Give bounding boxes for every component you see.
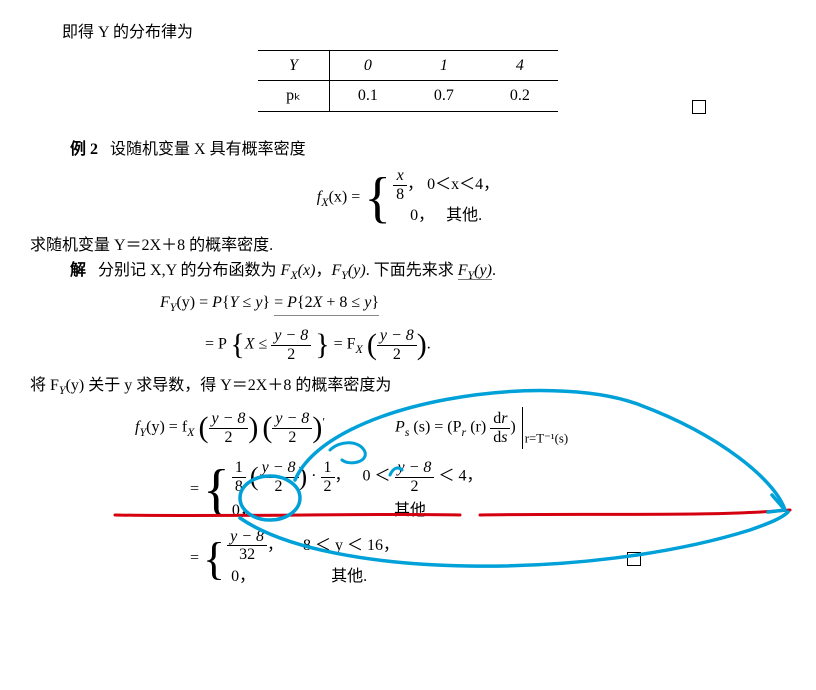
qed-box-icon [692, 100, 706, 114]
math-text: = F [334, 336, 356, 353]
case-cond: ， 0＜x＜4， [407, 176, 499, 193]
frac-den: 2 [271, 346, 311, 364]
frac-den: 8 [393, 186, 407, 204]
case-val: 0， [410, 207, 434, 224]
fy-expression: fY(y) = fX (y − 82) (y − 82)′ [135, 404, 325, 452]
solution-text: 分别记 X,Y 的分布函数为 [98, 262, 281, 279]
page-content: 即得 Y 的分布律为 Y 0 1 4 pₖ 0.1 0.7 0.2 例 2 设随… [30, 20, 786, 589]
comma: ， [315, 262, 331, 279]
solution-line: 解 分别记 X,Y 的分布函数为 FX(x)，FY(y). 下面先来求 FY(y… [30, 258, 786, 285]
math-text: = P [205, 336, 226, 353]
frac-num: y − 8 [272, 410, 312, 429]
case-val: 0， [232, 502, 256, 519]
frac-den: 32 [227, 546, 267, 564]
case-cond: 其他. [446, 207, 482, 224]
frac-num: y − 8 [209, 410, 249, 429]
math-text: = [190, 549, 199, 566]
math-text: (y) = P{Y ≤ y} = P{2X + 8 ≤ y} [176, 294, 379, 311]
math-text: X ≤ [245, 336, 272, 353]
math-text: (y) [348, 262, 366, 279]
problem-text: 求随机变量 Y＝2X＋8 的概率密度. [30, 233, 786, 259]
case-cond: 其他. [331, 568, 367, 585]
cases-brace: { x8， 0＜x＜4， 0， 其他. [364, 167, 499, 229]
math-text: · [307, 468, 320, 485]
solution-label: 解 [70, 262, 86, 279]
period: . [427, 336, 431, 353]
frac-num: y − 8 [271, 327, 311, 346]
example-line: 例 2 设随机变量 X 具有概率密度 [30, 137, 786, 163]
eval-sub: r=T⁻¹(s) [525, 432, 568, 446]
side-formula: Ps (s) = (Pr (r) drds) r=T⁻¹(s) [395, 407, 568, 449]
qed-box-icon [627, 552, 641, 566]
math-sub: Y [59, 383, 66, 397]
period: . [492, 262, 496, 279]
math-sub: Y [341, 269, 348, 283]
transform-line: 将 FY(y) 关于 y 求导数，得 Y＝2X＋8 的概率密度为 [30, 373, 786, 400]
frac-num: x [393, 167, 407, 186]
frac-num: 1 [232, 459, 246, 478]
frac-den: 2 [259, 478, 299, 496]
frac-den: 2 [395, 478, 435, 496]
frac-den: 2 [272, 429, 312, 447]
table-header: 1 [406, 50, 482, 81]
prime: ′ [322, 415, 325, 429]
math-text: P [395, 419, 405, 436]
math-sub: X [321, 195, 328, 209]
case-cond: 其他 [394, 502, 426, 519]
cond: ＜ 4， [434, 468, 482, 485]
math-sub: X [356, 342, 363, 356]
math-text: = [190, 481, 199, 498]
result-1: = { 18 (y − 82) · 12， 0 ＜ y − 82 ＜ 4， 0，… [30, 456, 786, 523]
result-2: = { y − 832， 8 ＜ y ＜ 16， 0， 其他. [30, 528, 786, 590]
table-row: Y 0 1 4 [258, 50, 558, 81]
math-text: (x) [298, 262, 316, 279]
table-header: Y [258, 50, 329, 81]
math-text: (r) [466, 419, 490, 436]
frac-num: y − 8 [377, 327, 417, 346]
derivation-2: = P {X ≤ y − 82 } = FX (y − 82). [30, 321, 786, 369]
frac-num: y − 8 [227, 528, 267, 547]
example-text: 设随机变量 X 具有概率密度 [110, 141, 306, 158]
solution-text: . 下面先来求 [366, 262, 458, 279]
text: 将 F [30, 377, 59, 394]
comma: ， [335, 468, 351, 485]
math-text: ) [510, 419, 515, 436]
fy-underlined: FY(y) [458, 262, 492, 280]
math-sub: X [290, 269, 297, 283]
intro-line: 即得 Y 的分布律为 [30, 20, 786, 46]
frac-num: y − 8 [259, 459, 299, 478]
math-text: (s) = (P [409, 419, 461, 436]
qed-marker-row [30, 94, 786, 120]
fx-density: fX(x) = { x8， 0＜x＜4， 0， 其他. [30, 167, 786, 229]
math-text: (x) = [329, 189, 361, 206]
frac-den: 2 [377, 346, 417, 364]
frac-num: 1 [321, 459, 335, 478]
comma: ， [267, 536, 283, 553]
math-text: (y) = f [146, 419, 187, 436]
table-header: 4 [482, 50, 558, 81]
frac-num: y − 8 [395, 459, 435, 478]
frac-den: 2 [321, 478, 335, 496]
eval-bar-icon [522, 407, 523, 449]
math-text: F [331, 262, 341, 279]
frac-den: 8 [232, 478, 246, 496]
frac-den: 2 [209, 429, 249, 447]
math-text: F [160, 294, 170, 311]
case-val: 0， [231, 568, 255, 585]
fy-line-row: fY(y) = fX (y − 82) (y − 82)′ Ps (s) = (… [30, 404, 786, 452]
table-header: 0 [329, 50, 406, 81]
cond: 8 ＜ y ＜ 16， [303, 536, 399, 553]
example-label: 例 2 [70, 141, 98, 158]
text: (y) 关于 y 求导数，得 Y＝2X＋8 的概率密度为 [66, 377, 392, 394]
cond: 0 ＜ [363, 468, 395, 485]
math-text: F [281, 262, 291, 279]
derivation-1: FY(y) = P{Y ≤ y} = P{2X + 8 ≤ y} [30, 290, 786, 317]
math-sub: X [187, 425, 194, 439]
